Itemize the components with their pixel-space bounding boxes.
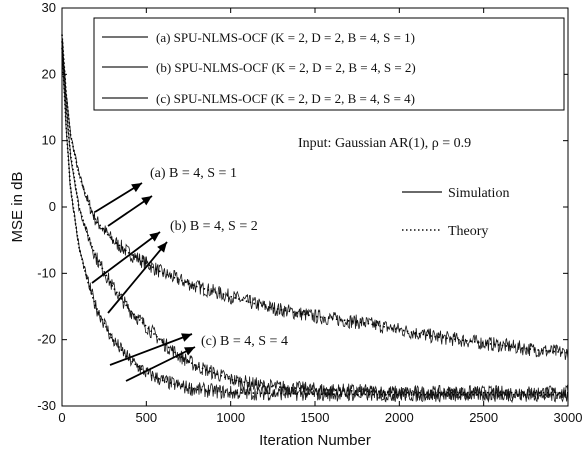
x-tick-label: 1500 (301, 410, 330, 425)
y-tick-label: 0 (49, 199, 56, 214)
simulation-series-c (61, 50, 569, 404)
legend-box (93, 17, 565, 111)
annotation-arrow (109, 333, 193, 366)
curve-label-a: (a) B = 4, S = 1 (150, 166, 237, 181)
theory-key-label: Theory (448, 224, 488, 239)
annotation-arrowhead (184, 347, 195, 356)
annotation-arrowhead (157, 242, 167, 253)
y-tick-label: 10 (42, 133, 56, 148)
simulation-key-label: Simulation (448, 186, 509, 201)
curve-label-b: (b) B = 4, S = 2 (170, 219, 258, 234)
x-axis-label: Iteration Number (259, 432, 371, 449)
x-tick-label: 3000 (554, 410, 583, 425)
simulation-series-a (61, 38, 569, 360)
y-tick-label: 20 (42, 66, 56, 81)
input-annotation: Input: Gaussian AR(1), ρ = 0.9 (298, 136, 471, 151)
x-tick-label: 500 (135, 410, 157, 425)
x-tick-label: 2500 (469, 410, 498, 425)
series-layer (61, 34, 569, 404)
y-tick-label: -10 (37, 265, 56, 280)
legend: (a) SPU-NLMS-OCF (K = 2, D = 2, B = 4, S… (93, 17, 565, 111)
theory-series-a (61, 34, 569, 354)
annotation-arrow (125, 346, 196, 382)
annotation-arrow (107, 241, 168, 314)
x-tick-label: 2000 (385, 410, 414, 425)
y-tick-label: -20 (37, 332, 56, 347)
y-tick-label: 30 (42, 0, 56, 15)
x-tick-label: 0 (58, 410, 65, 425)
annotation-arrow (91, 231, 161, 284)
axis-ticks: 0 500 1000 1500 2000 2500 3000 30 20 10 0 -10 -20 -30 (37, 0, 582, 425)
legend-entry-c: (c) SPU-NLMS-OCF (K = 2, D = 2, B = 4, S… (156, 91, 415, 106)
legend-entry-a: (a) SPU-NLMS-OCF (K = 2, D = 2, B = 4, S… (156, 30, 415, 45)
y-tick-label: -30 (37, 398, 56, 413)
annotation-arrows (91, 182, 196, 382)
annotation-arrowhead (149, 232, 160, 242)
annotation-arrowhead (141, 196, 152, 206)
legend-entry-b: (b) SPU-NLMS-OCF (K = 2, D = 2, B = 4, S… (156, 60, 416, 75)
curve-label-c: (c) B = 4, S = 4 (201, 334, 288, 349)
annotation-arrowhead (181, 333, 192, 342)
x-tick-label: 1000 (216, 410, 245, 425)
annotation-arrowhead (131, 183, 142, 193)
y-axis-label: MSE in dB (9, 172, 26, 243)
